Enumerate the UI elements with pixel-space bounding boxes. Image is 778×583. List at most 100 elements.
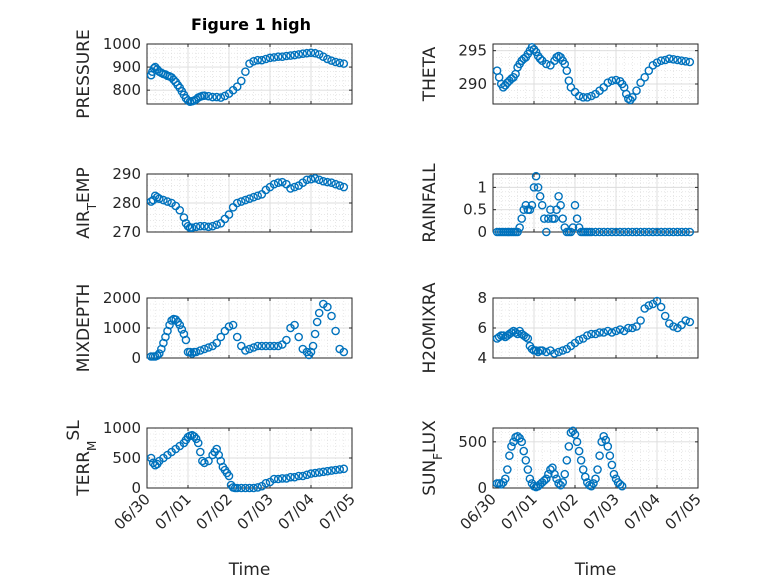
data-point bbox=[236, 483, 246, 493]
subplot-4: 0 0.5 1 RAINFALL bbox=[420, 163, 699, 243]
data-point bbox=[189, 432, 199, 441]
y-axis-label: SUNFLUX bbox=[420, 420, 445, 496]
data-point bbox=[310, 468, 320, 478]
data-point bbox=[204, 91, 213, 101]
data-point bbox=[331, 465, 340, 475]
y-tick-label: 270 bbox=[112, 223, 141, 241]
data-point bbox=[323, 466, 332, 476]
data-point bbox=[632, 86, 641, 95]
y-tick-label: 290 bbox=[458, 75, 487, 93]
data-point bbox=[152, 351, 162, 360]
data-point bbox=[310, 174, 320, 183]
data-point bbox=[589, 479, 598, 488]
data-point bbox=[163, 197, 172, 206]
data-point bbox=[550, 214, 559, 223]
data-point bbox=[200, 221, 209, 231]
data-point bbox=[208, 92, 217, 102]
data-point bbox=[628, 93, 637, 102]
data-point bbox=[562, 456, 572, 465]
y-axis-label-main: RAINFALL bbox=[420, 163, 440, 243]
data-point bbox=[617, 481, 627, 491]
data-point bbox=[327, 56, 336, 65]
data-point bbox=[236, 197, 246, 206]
data-point bbox=[277, 177, 287, 187]
data-point bbox=[191, 347, 201, 357]
data-point bbox=[531, 346, 541, 355]
y-axis-label-tail: LUX bbox=[420, 420, 440, 453]
data-point bbox=[208, 221, 217, 231]
data-point bbox=[302, 470, 312, 480]
y-axis-label-main: SUN bbox=[420, 460, 440, 496]
y-tick-label: 900 bbox=[112, 58, 141, 76]
y-tick-label: 500 bbox=[112, 449, 141, 467]
y-tick-label: 290 bbox=[112, 165, 141, 183]
data-point bbox=[193, 438, 203, 448]
data-point bbox=[546, 205, 555, 214]
data-point bbox=[558, 478, 568, 487]
data-point bbox=[175, 320, 185, 330]
data-point bbox=[198, 456, 207, 466]
data-point bbox=[513, 432, 522, 441]
y-tick-label: 295 bbox=[458, 42, 487, 60]
data-point bbox=[232, 198, 242, 208]
data-point bbox=[583, 93, 592, 102]
data-point bbox=[564, 442, 574, 451]
data-point bbox=[587, 91, 596, 101]
data-point bbox=[282, 474, 291, 483]
data-point bbox=[496, 480, 506, 489]
data-point bbox=[200, 458, 209, 468]
data-point bbox=[294, 50, 304, 59]
data-point bbox=[290, 50, 299, 60]
data-point bbox=[554, 192, 563, 201]
data-point bbox=[241, 483, 250, 493]
data-point bbox=[529, 183, 539, 192]
data-point bbox=[632, 227, 641, 237]
data-point bbox=[253, 341, 263, 351]
data-point bbox=[669, 227, 678, 237]
data-point bbox=[273, 52, 283, 61]
data-point bbox=[539, 476, 549, 485]
data-point bbox=[570, 200, 580, 210]
subplot-1: 800 900 1000 PRESSURE bbox=[74, 29, 353, 119]
y-tick-label: 1000 bbox=[103, 319, 141, 337]
data-point bbox=[568, 223, 578, 232]
data-point bbox=[624, 323, 633, 333]
data-point bbox=[282, 51, 291, 61]
y-tick-label: 2000 bbox=[103, 289, 141, 307]
data-point bbox=[509, 437, 518, 447]
data-point bbox=[253, 191, 263, 201]
data-point bbox=[327, 178, 336, 187]
data-point bbox=[572, 214, 582, 223]
y-axis-label-tail: EMP bbox=[74, 167, 94, 203]
data-point bbox=[587, 329, 596, 339]
data-point bbox=[660, 227, 670, 237]
data-point bbox=[681, 227, 691, 237]
data-point bbox=[554, 347, 563, 357]
data-point bbox=[603, 326, 613, 336]
data-point bbox=[533, 183, 543, 192]
data-point bbox=[591, 329, 600, 339]
data-point bbox=[494, 332, 504, 342]
data-point bbox=[169, 75, 178, 85]
data-point bbox=[517, 214, 527, 223]
data-point bbox=[331, 179, 340, 189]
data-point bbox=[603, 78, 613, 87]
data-point bbox=[216, 93, 226, 102]
data-point bbox=[306, 48, 316, 58]
data-point bbox=[636, 316, 645, 325]
data-point bbox=[558, 346, 568, 355]
data-point bbox=[615, 325, 625, 334]
y-axis-label: AIRTEMP bbox=[74, 167, 99, 238]
data-point bbox=[673, 55, 682, 65]
data-point bbox=[583, 331, 592, 340]
data-point bbox=[249, 57, 258, 66]
y-tick-label: 500 bbox=[458, 433, 487, 451]
data-point bbox=[519, 446, 529, 456]
y-axis-label-main: THETA bbox=[420, 46, 440, 102]
data-point bbox=[599, 227, 609, 237]
data-point bbox=[187, 223, 197, 232]
data-point bbox=[314, 468, 324, 477]
y-tick-label: 0.5 bbox=[463, 201, 487, 219]
